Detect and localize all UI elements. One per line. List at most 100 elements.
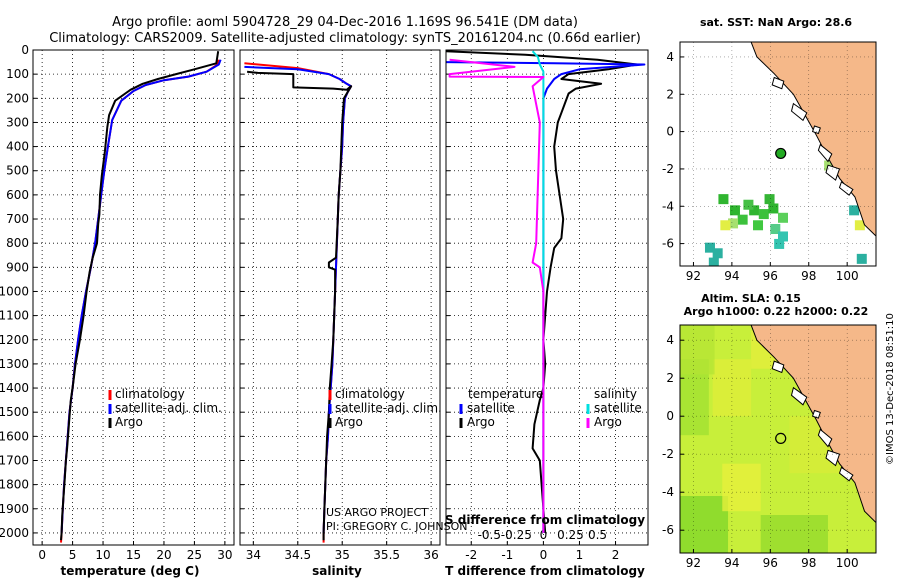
depth-tick-label: 300 (6, 115, 29, 129)
depth-tick-label: 0 (21, 43, 29, 57)
map-frame (679, 324, 877, 554)
map-tick-label-lon: 98 (801, 269, 816, 283)
tick-label-secondary: 0 (540, 528, 548, 542)
legend-label: satellite-adj. clim. (335, 401, 442, 415)
legend-label: satellite (594, 401, 642, 415)
sst-pixel (708, 257, 719, 266)
sla-map-title-1: Altim. SLA: 0.15 (701, 292, 801, 305)
series-line-argo (60, 51, 220, 541)
legend-label: Argo (115, 415, 143, 429)
tick-label-x: 0 (540, 548, 548, 562)
sst-pixel (764, 194, 775, 205)
sla-patch (722, 463, 761, 512)
legend-label: Argo (467, 415, 495, 429)
map-tick-label-lat: 0 (666, 409, 674, 423)
tick-label-x: 1 (576, 548, 584, 562)
tick-label-secondary: 0.25 (557, 528, 584, 542)
map-tick-label-lon: 100 (836, 556, 859, 570)
depth-tick-label: 700 (6, 212, 29, 226)
tick-label-x: 20 (156, 548, 171, 562)
map-tick-label-lat: 4 (666, 50, 674, 64)
map-tick-label-lat: -4 (662, 199, 674, 213)
island (790, 386, 808, 406)
tick-label-secondary: 0.5 (588, 528, 607, 542)
depth-tick-label: 1500 (0, 405, 29, 419)
imos-stamp: ©IMOS 13-Dec-2018 08:51:10 (885, 313, 896, 465)
depth-axis: 0 100 200 300 400 500 600 700 800 900 1000 1100 1200… (0, 43, 29, 540)
map-tick-label-lat: 2 (666, 87, 674, 101)
tick-label-x: 35.5 (373, 548, 400, 562)
map-content (680, 325, 876, 553)
map-tick-label-lon: 92 (686, 556, 701, 570)
tick-label-x: -1 (501, 548, 513, 562)
tick-label-x: 35 (335, 548, 350, 562)
pi-label: PI: GREGORY C. JOHNSON (326, 520, 467, 533)
argo-float-marker (775, 147, 787, 160)
sst-pixel (753, 220, 764, 231)
sla-patch (680, 325, 715, 375)
map-tick-label-lat: -6 (662, 237, 674, 251)
sla-patch (680, 496, 729, 553)
island (817, 143, 833, 163)
sst-pixel (728, 218, 739, 229)
sst-pixel (770, 224, 781, 234)
series-line-argo-s-diff (448, 58, 545, 533)
sst-pixel (849, 205, 860, 216)
title-line-2: Climatology: CARS2009. Satellite-adjuste… (49, 31, 641, 46)
depth-tick-label: 1100 (0, 309, 29, 323)
legend-label: Argo (335, 415, 363, 429)
sst-pixel (778, 231, 788, 242)
depth-tick-label: 1600 (0, 429, 29, 443)
depth-tick-label: 1200 (0, 333, 29, 347)
legend-label: Argo (594, 415, 622, 429)
depth-tick-label: 600 (6, 188, 29, 202)
tick-label-secondary: -0.5 (478, 528, 501, 542)
difference-panel: -2 -1 0 1 2 -0.5 -0.25 0 0.25 0.5 temperature salin… (445, 49, 649, 562)
depth-tick-label: 1400 (0, 381, 29, 395)
depth-tick-label: 900 (6, 260, 29, 274)
sst-pixel (778, 212, 788, 223)
sst-pixel (704, 242, 715, 253)
island (811, 409, 821, 419)
depth-tick-label: 2000 (0, 526, 29, 540)
sst-pixel (720, 220, 731, 231)
depth-tick-label: 200 (6, 91, 29, 105)
tick-label-x: 36 (423, 548, 438, 562)
panel-frame (445, 49, 649, 546)
tick-label-x: 15 (126, 548, 141, 562)
map-tick-label-lat: -4 (662, 485, 674, 499)
island (771, 360, 785, 374)
depth-tick-label: 1300 (0, 357, 29, 371)
project-label: US ARGO PROJECT (326, 506, 428, 519)
tick-label-x: 2 (612, 548, 620, 562)
depth-tick-label: 800 (6, 236, 29, 250)
salinity-panel: 34 34.5 35 35.5 36 climatologysatellite-adj. … (239, 49, 442, 562)
sst-map-title: sat. SST: NaN Argo: 28.6 (700, 16, 852, 29)
island (790, 102, 808, 122)
series-line-argo-t-diff (445, 50, 639, 533)
sst-pixel (774, 238, 785, 249)
map-tick-label-lon: 96 (763, 269, 778, 283)
map-tick-label-lat: -6 (662, 523, 674, 537)
legend-label: climatology (335, 387, 405, 401)
map-tick-label-lat: 0 (666, 125, 674, 139)
depth-tick-label: 100 (6, 67, 29, 81)
island (811, 125, 821, 135)
sla-map-title-2: Argo h1000: 0.22 h2000: 0.22 (684, 305, 869, 318)
depth-tick-label: 400 (6, 140, 29, 154)
legend-label: satellite-adj. clim. (115, 401, 222, 415)
tick-label-x: 34.5 (284, 548, 311, 562)
sst-map: 92 94 96 98 100 4 2 0 -2 -4 -6 (662, 41, 877, 283)
series-line-argo (246, 70, 353, 541)
map-tick-label-lat: -2 (662, 447, 674, 461)
title-line-1: Argo profile: aoml 5904728_29 04-Dec-201… (112, 15, 578, 30)
map-tick-label-lat: -2 (662, 162, 674, 176)
legend-label: climatology (115, 387, 185, 401)
sla-map: 92 94 96 98 100 4 2 0 -2 -4 -6 (662, 324, 877, 570)
series-line-satellite-s-diff (531, 50, 545, 533)
panel-frame (32, 49, 235, 546)
map-tick-label-lon: 100 (836, 269, 859, 283)
island (838, 181, 854, 196)
